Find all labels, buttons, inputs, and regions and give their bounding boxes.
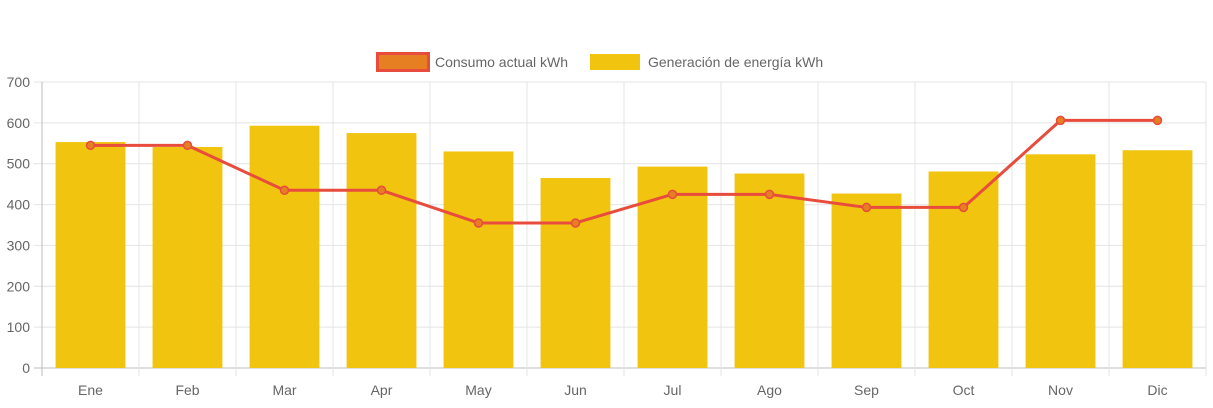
x-tick-label: Mar <box>272 382 296 398</box>
legend: Consumo actual kWh Generación de energía … <box>376 52 823 72</box>
legend-swatch-generacion <box>590 54 640 70</box>
line-point <box>85 140 96 151</box>
x-tick-label: Oct <box>953 382 975 398</box>
line-point <box>182 140 193 151</box>
line-point <box>473 218 484 228</box>
x-tick-label: Feb <box>175 382 199 398</box>
y-tick-label: 600 <box>7 115 31 131</box>
y-tick-label: 400 <box>7 197 31 213</box>
line-point <box>667 189 678 200</box>
y-tick-label: 200 <box>7 278 31 294</box>
x-axis: Ene Feb Mar Apr May Jun Jul Ago Sep Oct Nov Dic <box>78 382 1168 398</box>
y-tick-label: 0 <box>22 360 30 376</box>
legend-label-generacion: Generación de energía kWh <box>648 54 823 70</box>
bar <box>928 171 999 368</box>
x-tick-label: May <box>465 382 491 398</box>
line-point <box>861 202 872 213</box>
line-path <box>90 118 1158 225</box>
y-tick-label: 500 <box>7 156 31 172</box>
line-point <box>376 185 387 196</box>
bar <box>831 193 902 368</box>
bar <box>1122 150 1193 368</box>
x-tick-label: Apr <box>371 382 393 398</box>
bar <box>1025 154 1096 368</box>
line-point <box>764 189 775 200</box>
bar <box>152 146 223 368</box>
y-tick-label: 700 <box>7 74 31 90</box>
x-tick-label: Sep <box>854 382 879 398</box>
line-point <box>1152 115 1163 126</box>
x-tick-label: Jun <box>564 382 587 398</box>
line-point <box>570 218 581 228</box>
line-point <box>958 202 969 213</box>
line-point <box>279 185 290 196</box>
bar <box>249 125 320 369</box>
bar <box>55 142 126 368</box>
x-tick-label: Ago <box>757 382 782 398</box>
bar-series <box>55 125 1193 369</box>
bar <box>443 151 514 368</box>
line-series <box>85 115 1163 228</box>
y-tick-label: 300 <box>7 237 31 253</box>
legend-label-consumo: Consumo actual kWh <box>435 54 568 70</box>
bar <box>346 133 417 368</box>
bar <box>540 178 611 368</box>
y-axis: 0 100 200 300 400 500 600 700 <box>7 74 31 376</box>
bar <box>734 173 805 368</box>
x-tick-label: Dic <box>1147 382 1167 398</box>
y-tick-label: 100 <box>7 319 31 335</box>
line-point <box>1055 115 1066 126</box>
x-tick-label: Nov <box>1048 382 1073 398</box>
legend-swatch-consumo <box>376 52 430 72</box>
x-tick-label: Jul <box>664 382 682 398</box>
x-tick-label: Ene <box>78 382 103 398</box>
